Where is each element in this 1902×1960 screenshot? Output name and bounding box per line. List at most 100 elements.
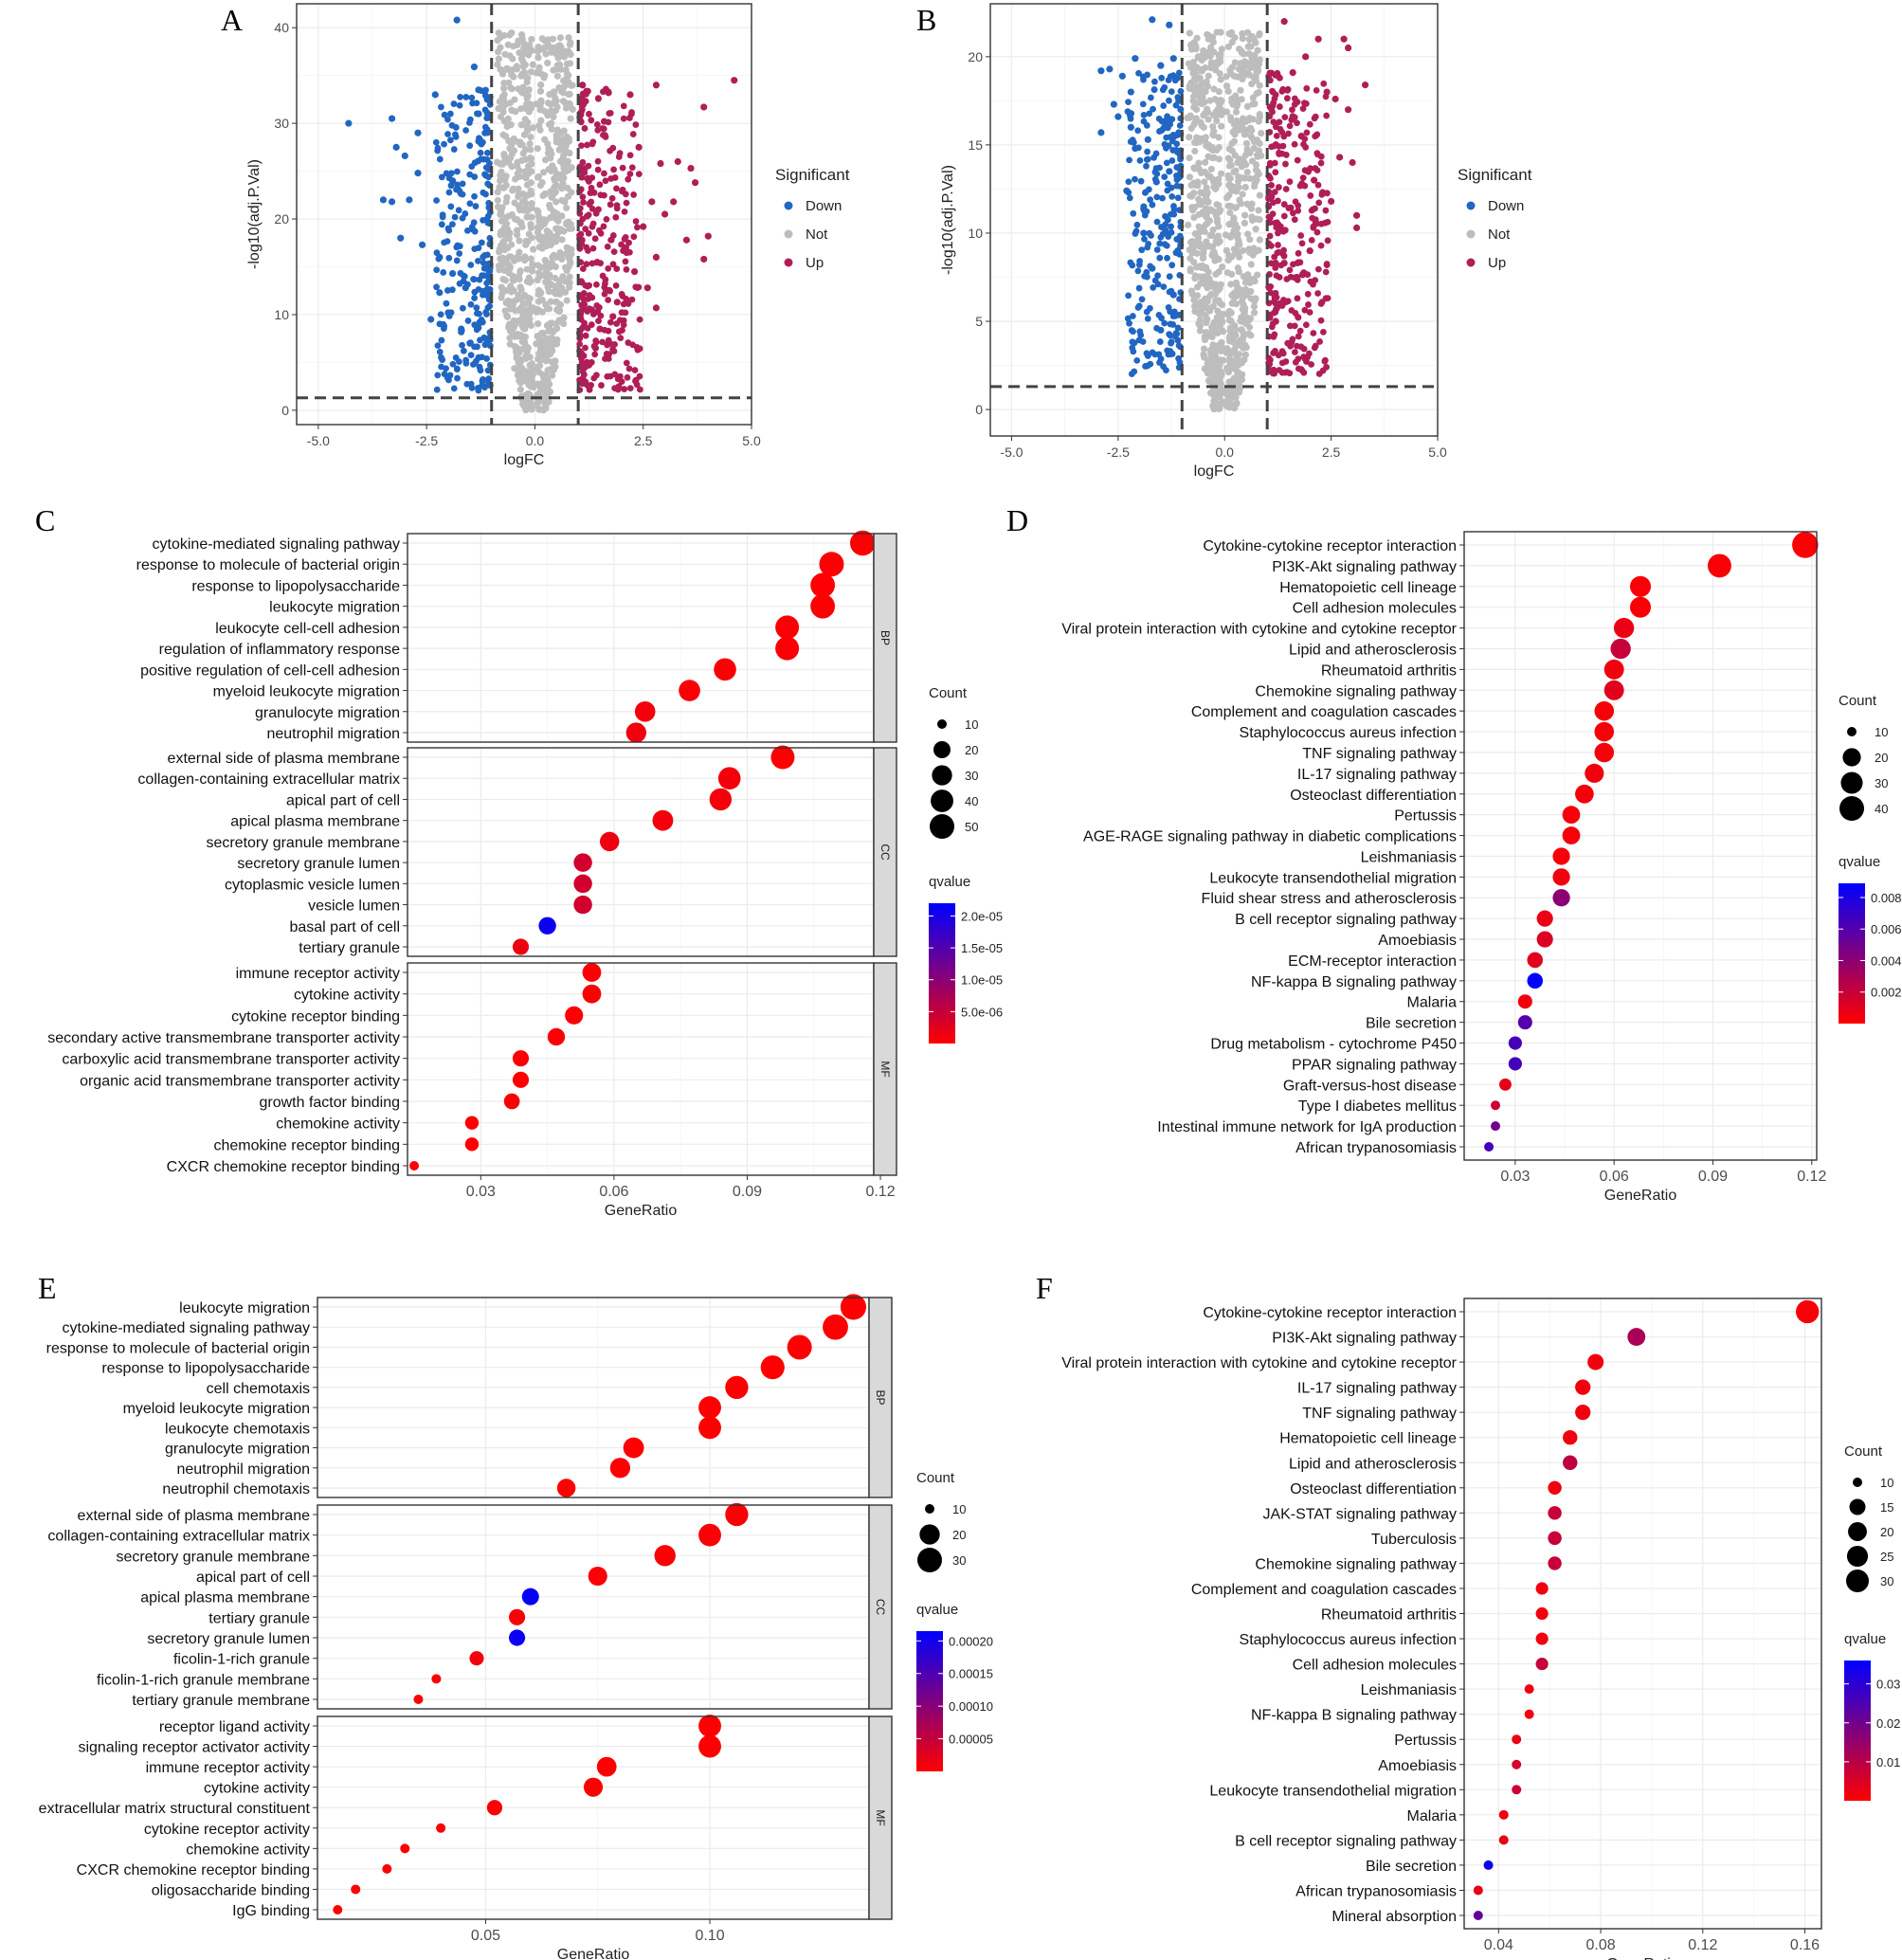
point-not-significant (1207, 44, 1215, 51)
point-not-significant (1190, 103, 1198, 111)
point-not-significant (549, 35, 557, 43)
point-down (471, 321, 479, 329)
point-up (1300, 140, 1307, 148)
y-tick-label: 20 (968, 49, 983, 64)
point-not-significant (1213, 201, 1221, 209)
point-down (464, 318, 472, 324)
point-not-significant (546, 229, 553, 237)
x-axis-label: GeneRatio (605, 1203, 678, 1219)
point-not-significant (1214, 232, 1223, 240)
point-down (1150, 86, 1158, 94)
point-not-significant (1202, 264, 1209, 272)
point-not-significant (527, 306, 534, 314)
point-up (625, 365, 633, 372)
point-not-significant (1196, 98, 1204, 105)
point-up (1288, 307, 1295, 314)
enrichment-dot (1491, 1100, 1501, 1111)
point-not-significant (517, 72, 525, 80)
point-up (1302, 321, 1310, 329)
term-label: Hematopoietic cell lineage (1279, 580, 1457, 596)
point-up (1276, 118, 1283, 126)
point-not-significant (1197, 280, 1205, 287)
point-not-significant (519, 336, 527, 344)
point-up (1266, 232, 1274, 240)
point-down (441, 371, 448, 377)
point-not-significant (498, 294, 505, 301)
x-tick-label: 5.0 (742, 433, 761, 448)
point-down (476, 135, 482, 142)
point-not-significant (529, 124, 537, 132)
point-not-significant (1223, 402, 1230, 409)
point-up (634, 346, 642, 354)
enrichment-dot (714, 658, 736, 681)
point-up (1320, 80, 1328, 87)
color-legend-title: qvalue (916, 1602, 958, 1618)
point-up (600, 125, 607, 133)
panel-label-e: E (38, 1271, 57, 1305)
point-down (431, 91, 439, 99)
point-down (1177, 87, 1185, 95)
point-not-significant (1214, 60, 1222, 67)
point-down (1169, 55, 1177, 63)
point-down (1097, 129, 1105, 136)
point-down (477, 336, 483, 344)
point-not-significant (552, 136, 561, 144)
point-up (636, 386, 643, 393)
point-not-significant (1214, 392, 1222, 400)
point-up (704, 232, 712, 240)
point-up (600, 223, 607, 230)
enrichment-dot (698, 1715, 721, 1737)
point-down (456, 250, 463, 257)
point-up (576, 340, 584, 348)
point-not-significant (1189, 58, 1197, 66)
point-not-significant (516, 276, 523, 283)
point-up (1286, 266, 1294, 274)
point-not-significant (1205, 173, 1213, 181)
point-up (670, 198, 678, 206)
point-not-significant (1230, 325, 1238, 333)
point-not-significant (514, 41, 521, 49)
size-legend-label: 30 (965, 769, 978, 783)
point-not-significant (1218, 45, 1225, 53)
point-not-significant (1209, 122, 1217, 131)
point-not-significant (1241, 351, 1249, 358)
point-not-significant (1256, 31, 1263, 39)
point-not-significant (1190, 179, 1198, 187)
point-up (1302, 53, 1310, 61)
point-down (484, 149, 491, 156)
point-not-significant (1211, 399, 1219, 407)
point-down (484, 367, 492, 374)
point-not-significant (499, 238, 507, 246)
point-up (1323, 88, 1331, 96)
term-label: Pertussis (1394, 1733, 1457, 1749)
point-up (598, 382, 605, 389)
enrichment-dot (1629, 575, 1652, 597)
enrichment-dot (556, 1479, 576, 1497)
legend-label: Down (806, 198, 842, 214)
point-up (628, 296, 636, 303)
point-not-significant (1215, 405, 1223, 413)
term-label: CXCR chemokine receptor binding (167, 1159, 400, 1175)
color-legend-label: 0.006 (1871, 922, 1902, 936)
point-up (617, 335, 625, 342)
term-label: Drug metabolism - cytochrome P450 (1210, 1037, 1457, 1053)
point-not-significant (1208, 323, 1216, 331)
point-down (439, 356, 446, 363)
point-down (462, 94, 470, 100)
enrichment-dot (1536, 931, 1553, 948)
point-down (1139, 100, 1147, 108)
point-not-significant (525, 230, 533, 238)
color-legend-label: 0.00005 (949, 1733, 993, 1747)
term-label: cytoplasmic vesicle lumen (225, 877, 400, 893)
point-up (700, 255, 708, 263)
point-up (583, 261, 590, 268)
size-legend-key (917, 1548, 942, 1572)
y-tick-label: 5 (975, 314, 983, 329)
size-legend-label: 10 (1875, 725, 1888, 739)
point-up (1303, 84, 1311, 92)
point-not-significant (520, 131, 529, 138)
point-not-significant (527, 104, 534, 112)
point-not-significant (1189, 69, 1197, 77)
point-down (1127, 138, 1134, 145)
point-not-significant (1217, 281, 1224, 288)
